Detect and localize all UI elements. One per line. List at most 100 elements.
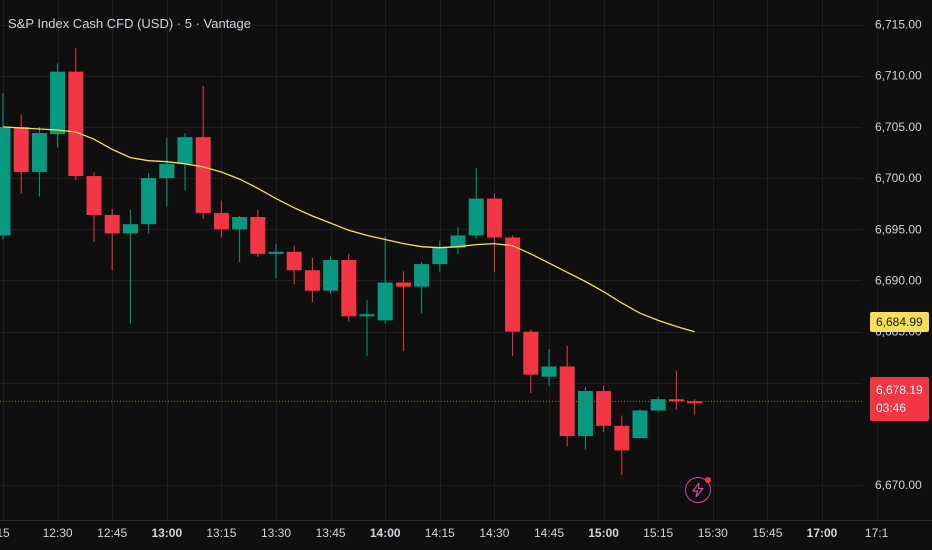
x-tick-label: 12:45: [97, 526, 127, 540]
candle-body: [304, 270, 320, 291]
candle-body: [395, 282, 411, 287]
candle-body: [141, 178, 157, 225]
candle-body: [286, 251, 302, 271]
candle-body: [13, 126, 29, 172]
x-tick-label: 15:30: [698, 526, 728, 540]
y-tick-label: 6,700.00: [875, 171, 922, 185]
y-tick-label: 6,705.00: [875, 120, 922, 134]
candle-body: [505, 237, 521, 332]
ma-price-value: 6,684.99: [876, 315, 923, 329]
x-tick-label: 13:30: [261, 526, 291, 540]
moving-average-line: [2, 126, 695, 333]
candle: [0, 93, 11, 240]
candle: [468, 167, 484, 239]
candle-body: [377, 282, 393, 321]
candle: [668, 370, 684, 410]
candle: [195, 85, 211, 220]
candle-body: [432, 247, 448, 265]
candle: [304, 257, 320, 302]
candle-body: [50, 71, 66, 135]
candle: [596, 385, 612, 432]
x-tick-label: 13:45: [316, 526, 346, 540]
candle: [213, 200, 229, 238]
x-tick-label: 14:00: [370, 526, 401, 540]
candle-body: [359, 314, 375, 317]
candle: [286, 245, 302, 285]
candle: [377, 236, 393, 324]
x-tick-label: 13:15: [206, 526, 236, 540]
candle: [232, 215, 248, 263]
x-tick-label: 13:00: [151, 526, 182, 540]
candle-body: [650, 399, 666, 411]
candle: [359, 299, 375, 357]
candle-body: [177, 137, 193, 164]
candle: [68, 48, 84, 181]
candle-body: [414, 264, 430, 287]
candle: [50, 63, 66, 148]
last-price-value: 6,678.19: [876, 383, 923, 397]
candle-body: [523, 331, 539, 375]
x-tick-label: 14:15: [425, 526, 455, 540]
candle-body: [213, 212, 229, 230]
x-tick-label: 15:15: [643, 526, 673, 540]
candle: [450, 227, 466, 254]
candle-body: [541, 366, 557, 377]
candle-body: [668, 399, 684, 402]
y-tick-label: 6,690.00: [875, 273, 922, 287]
candles: [0, 48, 703, 475]
chart-title: S&P Index Cash CFD (USD) · 5 · Vantage: [8, 16, 252, 31]
candle-body: [250, 217, 266, 254]
candle: [268, 243, 284, 279]
candle-body: [232, 217, 248, 230]
candle-body: [31, 133, 47, 172]
candle: [486, 193, 502, 273]
candle-body: [268, 251, 284, 254]
candle: [31, 126, 47, 197]
candle-body: [486, 198, 502, 238]
x-tick-label: 15:45: [752, 526, 782, 540]
candle: [523, 329, 539, 394]
x-tick-label: 14:45: [534, 526, 564, 540]
candle: [687, 399, 703, 415]
candle: [632, 409, 648, 439]
y-tick-label: 6,710.00: [875, 69, 922, 83]
x-tick-label: 14:30: [479, 526, 509, 540]
y-tick-label: 6,695.00: [875, 222, 922, 236]
candle-body: [104, 214, 120, 234]
candle: [159, 138, 175, 207]
x-tick-label: 17:1: [865, 526, 889, 540]
candle-body: [596, 391, 612, 426]
candle-body: [86, 176, 102, 215]
candle-body: [450, 235, 466, 248]
x-tick-label: 15: [0, 526, 10, 540]
time-axis[interactable]: 15 12:30 12:45 13:00 13:15 13:30 13:45 14:00 14:…: [0, 526, 889, 540]
candle-body: [577, 391, 593, 437]
candle: [341, 253, 357, 322]
candle: [86, 171, 102, 242]
ma-price-tag: 6,684.99: [870, 312, 929, 332]
lightning-icon[interactable]: [685, 477, 711, 503]
x-tick-label: 12:30: [43, 526, 73, 540]
candle-body: [687, 401, 703, 404]
candle: [432, 240, 448, 273]
candle: [323, 255, 339, 294]
candle: [104, 208, 120, 271]
candle: [250, 209, 266, 257]
candle-body: [323, 260, 339, 291]
candle: [141, 172, 157, 234]
candle: [650, 397, 666, 412]
candle-body: [122, 224, 138, 234]
x-tick-label: 15:00: [588, 526, 619, 540]
candle-body: [195, 137, 211, 213]
candle: [395, 271, 411, 352]
x-tick-label: 17:00: [807, 526, 838, 540]
candle: [122, 209, 138, 324]
candle-body: [632, 410, 648, 439]
y-tick-label: 6,670.00: [875, 478, 922, 492]
candle: [577, 386, 593, 450]
candle: [541, 349, 557, 386]
candle-body: [468, 198, 484, 236]
